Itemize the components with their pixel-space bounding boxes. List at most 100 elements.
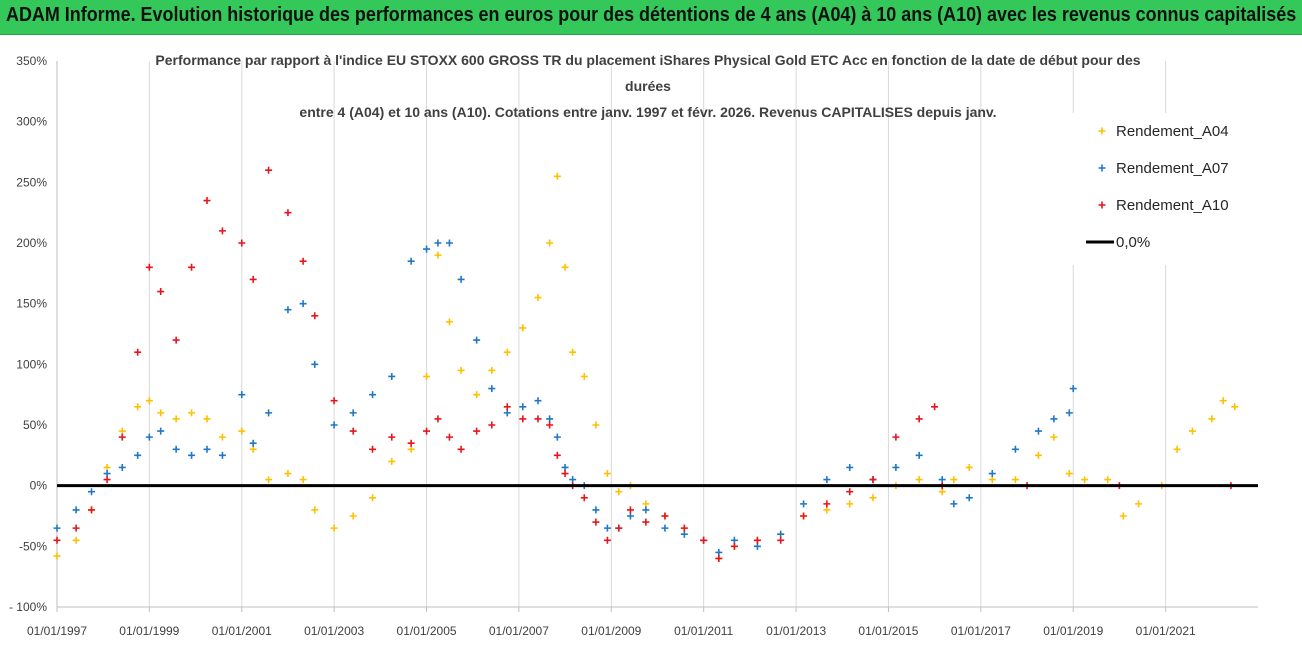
data-point bbox=[457, 275, 465, 283]
data-point bbox=[869, 494, 877, 502]
data-point bbox=[203, 415, 211, 423]
data-point bbox=[546, 415, 554, 423]
data-point bbox=[553, 433, 561, 441]
data-point bbox=[626, 512, 634, 520]
x-tick-label: 01/01/2003 bbox=[304, 624, 364, 638]
x-tick-label: 01/01/1997 bbox=[27, 624, 87, 638]
data-point bbox=[311, 506, 319, 514]
data-point bbox=[892, 433, 900, 441]
data-point bbox=[931, 403, 939, 411]
data-point bbox=[546, 421, 554, 429]
y-tick-label: 0% bbox=[30, 479, 48, 493]
data-point bbox=[238, 239, 246, 247]
data-point bbox=[423, 245, 431, 253]
chart-title-line: durées bbox=[625, 78, 671, 94]
data-point bbox=[349, 409, 357, 417]
data-point bbox=[265, 166, 273, 174]
series-Rendement_A07 bbox=[53, 239, 1077, 556]
legend-label: Rendement_A10 bbox=[1116, 197, 1229, 214]
data-point bbox=[203, 445, 211, 453]
data-point bbox=[249, 439, 257, 447]
x-tick-label: 01/01/2009 bbox=[581, 624, 641, 638]
data-point bbox=[730, 542, 738, 550]
chart-title-line: entre 4 (A04) et 10 ans (A10). Cotations… bbox=[299, 104, 996, 120]
data-point bbox=[218, 433, 226, 441]
data-point bbox=[892, 463, 900, 471]
data-point bbox=[1034, 427, 1042, 435]
data-point bbox=[846, 463, 854, 471]
data-point bbox=[103, 463, 111, 471]
data-point bbox=[869, 476, 877, 484]
data-point bbox=[53, 552, 61, 560]
data-point bbox=[753, 536, 761, 544]
data-point bbox=[988, 476, 996, 484]
data-point bbox=[88, 488, 96, 496]
x-tick-label: 01/01/1999 bbox=[119, 624, 179, 638]
data-point bbox=[145, 397, 153, 405]
data-point bbox=[950, 476, 958, 484]
data-point bbox=[311, 312, 319, 320]
data-point bbox=[569, 348, 577, 356]
data-point bbox=[457, 366, 465, 374]
data-point bbox=[157, 427, 165, 435]
data-point bbox=[238, 391, 246, 399]
data-point bbox=[118, 427, 126, 435]
legend-label: Rendement_A07 bbox=[1116, 160, 1229, 177]
data-point bbox=[915, 451, 923, 459]
gridlines bbox=[56, 61, 1167, 607]
data-point bbox=[1219, 397, 1227, 405]
data-point bbox=[103, 470, 111, 478]
data-point bbox=[519, 415, 527, 423]
data-point bbox=[1173, 445, 1181, 453]
data-point bbox=[561, 463, 569, 471]
data-point bbox=[561, 263, 569, 271]
data-point bbox=[615, 524, 623, 532]
data-point bbox=[1050, 433, 1058, 441]
data-point bbox=[846, 500, 854, 508]
data-point bbox=[680, 524, 688, 532]
data-point bbox=[950, 500, 958, 508]
data-point bbox=[457, 445, 465, 453]
data-point bbox=[561, 470, 569, 478]
data-point bbox=[753, 542, 761, 550]
data-point bbox=[1188, 427, 1196, 435]
data-point bbox=[661, 512, 669, 520]
data-point bbox=[846, 488, 854, 496]
x-tick-label: 01/01/2001 bbox=[212, 624, 272, 638]
data-point bbox=[445, 239, 453, 247]
data-point bbox=[1104, 476, 1112, 484]
legend-item: Rendement_A07 bbox=[1098, 160, 1229, 177]
legend: Rendement_A04 Rendement_A07 Rendement_A10 0… bbox=[1072, 113, 1250, 265]
x-tick-label: 01/01/2011 bbox=[674, 624, 733, 638]
data-point bbox=[800, 512, 808, 520]
y-tick-label: 250% bbox=[16, 175, 47, 189]
data-point bbox=[238, 427, 246, 435]
data-point bbox=[203, 197, 211, 205]
y-tick-label: 300% bbox=[16, 115, 47, 129]
data-point bbox=[488, 421, 496, 429]
data-point bbox=[715, 554, 723, 562]
data-point bbox=[369, 494, 377, 502]
data-point bbox=[642, 506, 650, 514]
data-point bbox=[642, 518, 650, 526]
legend-item: Rendement_A10 bbox=[1098, 197, 1229, 214]
data-point bbox=[265, 476, 273, 484]
data-point bbox=[311, 360, 319, 368]
data-point bbox=[777, 536, 785, 544]
data-point bbox=[407, 445, 415, 453]
data-point bbox=[473, 336, 481, 344]
data-point bbox=[407, 439, 415, 447]
data-point bbox=[434, 415, 442, 423]
data-point bbox=[519, 324, 527, 332]
data-point bbox=[330, 421, 338, 429]
data-point bbox=[157, 409, 165, 417]
data-point bbox=[145, 263, 153, 271]
data-point bbox=[72, 524, 80, 532]
data-point bbox=[823, 476, 831, 484]
data-point bbox=[553, 172, 561, 180]
x-tick-label: 01/01/2017 bbox=[951, 624, 1011, 638]
x-tick-label: 01/01/2013 bbox=[766, 624, 826, 638]
data-point bbox=[592, 518, 600, 526]
data-point bbox=[603, 536, 611, 544]
x-axis: 01/01/1997 01/01/1999 01/01/2001 01/01/2003… bbox=[27, 606, 1258, 638]
